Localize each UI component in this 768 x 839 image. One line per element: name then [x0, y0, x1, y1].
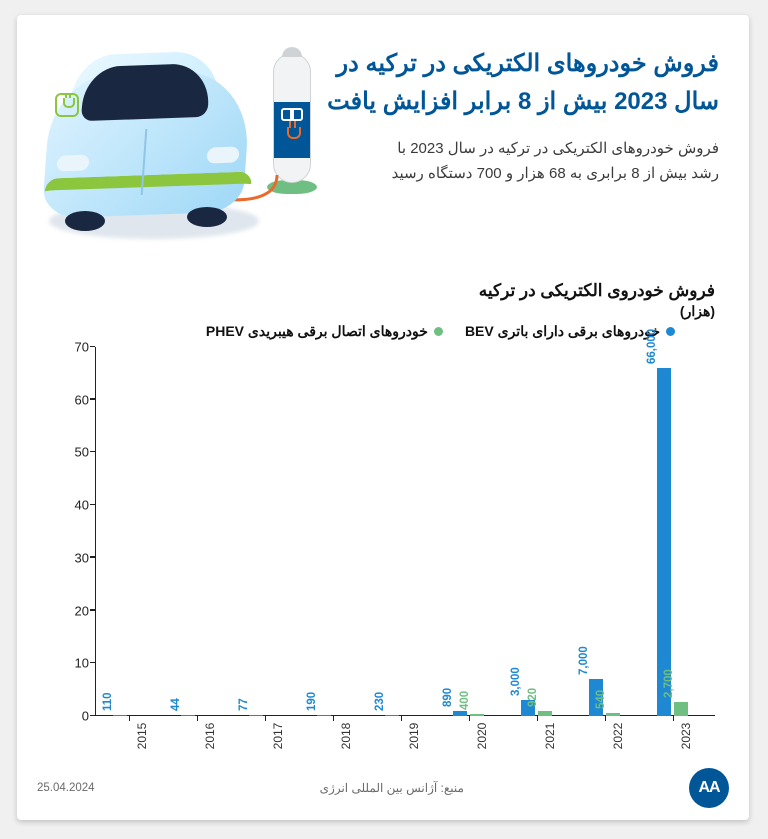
infographic-card: فروش خودروهای الکتریکی در ترکیه در سال 2…	[17, 15, 749, 820]
x-tick-mark	[401, 716, 403, 721]
chart-legend: خودروهای برقی دارای باتری BEV خودروهای ا…	[206, 323, 675, 340]
bar-phev: 400	[470, 714, 484, 716]
bar-bev: 230	[385, 715, 399, 716]
headlight-left	[56, 154, 89, 171]
x-tick-label: 2019	[407, 723, 421, 750]
bar-phev: 2,700	[674, 702, 688, 716]
y-tick-mark	[90, 556, 95, 558]
x-tick-label: 2015	[135, 723, 149, 750]
charger-body	[273, 53, 311, 183]
title-line-2: سال 2023 بیش از 8 برابر افزایش یافت	[327, 88, 719, 115]
bar-bev: 44	[181, 715, 195, 716]
y-tick-mark	[90, 715, 95, 717]
bar-bev: 890	[453, 711, 467, 716]
x-tick-label: 2016	[203, 723, 217, 750]
x-tick-label: 2021	[543, 723, 557, 750]
bar-phev-label: 540	[595, 690, 607, 709]
bar-bev: 77	[249, 715, 263, 716]
bar-bev-label: 110	[102, 692, 114, 711]
legend-phev-swatch	[434, 327, 443, 336]
bar-bev-label: 66,000	[646, 329, 658, 364]
y-axis	[95, 347, 96, 716]
x-tick-label: 2020	[475, 723, 489, 750]
x-tick-mark	[265, 716, 267, 721]
chart-area: فروش خودروی الکتریکی در ترکیه (هزار) خود…	[51, 281, 715, 760]
y-tick-label: 50	[55, 445, 89, 460]
x-tick-label: 2022	[611, 723, 625, 750]
bar-bev-label: 890	[442, 688, 454, 707]
bar-bev-label: 77	[238, 698, 250, 711]
x-tick-mark	[197, 716, 199, 721]
legend-phev: خودروهای اتصال برقی هیبریدی PHEV	[206, 323, 443, 340]
bar-phev: 920	[538, 711, 552, 716]
x-tick-mark	[605, 716, 607, 721]
bar-bev-label: 190	[306, 692, 318, 711]
footer-date: 25.04.2024	[37, 782, 95, 794]
x-tick-mark	[129, 716, 131, 721]
footer-source: منبع: آژانس بین المللی انرژی	[320, 781, 464, 795]
car-windshield	[81, 63, 211, 121]
header-block: فروش خودروهای الکتریکی در ترکیه در سال 2…	[327, 45, 719, 187]
plug-icon	[284, 121, 300, 141]
y-tick-mark	[90, 609, 95, 611]
y-tick-label: 0	[55, 709, 89, 724]
ev-illustration	[27, 25, 327, 235]
subtitle: فروش خودروهای الکتریکی در ترکیه در سال 2…	[327, 136, 719, 187]
bar-phev-label: 400	[459, 691, 471, 710]
bar-bev-label: 3,000	[510, 667, 522, 696]
bar-bev: 66,000	[657, 368, 671, 716]
wheel-right	[187, 207, 227, 227]
legend-bev-swatch	[666, 327, 675, 336]
bar-bev-label: 7,000	[578, 646, 590, 675]
chart-unit: (هزار)	[51, 303, 715, 320]
headlight-right	[206, 146, 239, 163]
bar-bev-label: 230	[374, 692, 386, 711]
x-tick-mark	[333, 716, 335, 721]
bar-bev: 190	[317, 715, 331, 716]
x-tick-mark	[673, 716, 675, 721]
y-tick-mark	[90, 346, 95, 348]
main-title: فروش خودروهای الکتریکی در ترکیه در سال 2…	[327, 45, 719, 122]
y-tick-mark	[90, 662, 95, 664]
bar-phev-label: 2,700	[663, 669, 675, 698]
subtitle-line-1: فروش خودروهای الکتریکی در ترکیه در سال 2…	[397, 140, 719, 157]
y-tick-label: 30	[55, 550, 89, 565]
ev-badge-icon	[55, 93, 79, 117]
subtitle-line-2: رشد بیش از 8 برابری به 68 هزار و 700 دست…	[392, 165, 719, 182]
chart-title: فروش خودروی الکتریکی در ترکیه	[51, 281, 715, 301]
bar-phev: 540	[606, 713, 620, 716]
y-tick-label: 60	[55, 392, 89, 407]
legend-bev-label: خودروهای برقی دارای باتری BEV	[465, 323, 660, 340]
y-tick-label: 20	[55, 603, 89, 618]
x-tick-label: 2018	[339, 723, 353, 750]
bar-bev: 110	[113, 715, 127, 716]
y-tick-mark	[90, 398, 95, 400]
x-tick-label: 2023	[679, 723, 693, 750]
legend-phev-label: خودروهای اتصال برقی هیبریدی PHEV	[206, 323, 428, 340]
y-tick-mark	[90, 504, 95, 506]
footer: 25.04.2024 منبع: آژانس بین المللی انرژی …	[37, 768, 729, 808]
x-tick-mark	[469, 716, 471, 721]
wheel-left	[65, 211, 105, 231]
aa-logo-icon: AA	[689, 768, 729, 808]
title-line-1: فروش خودروهای الکتریکی در ترکیه در	[337, 50, 719, 77]
chart-plot: 0102030405060702015110201644201777201819…	[95, 347, 715, 716]
y-tick-mark	[90, 451, 95, 453]
x-tick-label: 2017	[271, 723, 285, 750]
bar-phev-label: 920	[527, 688, 539, 707]
y-tick-label: 40	[55, 498, 89, 513]
bar-bev-label: 44	[170, 698, 182, 711]
legend-bev: خودروهای برقی دارای باتری BEV	[465, 323, 675, 340]
y-tick-label: 10	[55, 656, 89, 671]
y-tick-label: 70	[55, 340, 89, 355]
x-tick-mark	[537, 716, 539, 721]
charger-top	[282, 47, 302, 57]
